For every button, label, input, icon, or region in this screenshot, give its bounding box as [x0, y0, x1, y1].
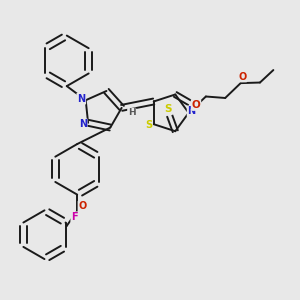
Text: O: O	[192, 100, 200, 110]
Text: N: N	[188, 106, 196, 116]
Text: N: N	[77, 94, 85, 104]
Text: S: S	[145, 120, 152, 130]
Text: O: O	[238, 72, 246, 82]
Text: O: O	[78, 202, 87, 212]
Text: H: H	[128, 109, 136, 118]
Text: S: S	[164, 104, 172, 114]
Text: F: F	[71, 212, 78, 222]
Text: N: N	[79, 119, 87, 129]
